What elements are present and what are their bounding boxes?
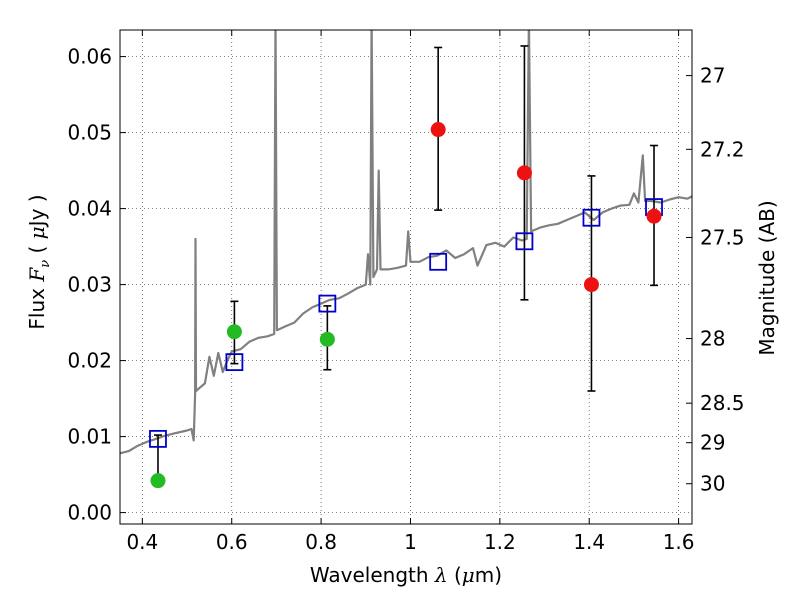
y2-tick-label: 29 [700,431,725,455]
y-tick-label: 0.02 [67,349,112,373]
plot-frame [119,29,693,525]
x-tick-label: 1 [404,530,417,554]
green-point-marker [319,331,335,347]
green-point-marker [150,473,166,489]
model-square-marker [515,232,534,251]
red-point-marker [430,122,446,138]
model-square-marker [582,208,601,227]
y-tick-label: 0.03 [67,273,112,297]
y-tick-label: 0.04 [67,197,112,221]
y2-tick-label: 27.5 [700,225,745,249]
x-tick-label: 0.8 [305,530,337,554]
x-tick-label: 1.2 [484,530,516,554]
axis-ticks: 0.4 0.6 0.8 1 1.2 1.4 1.6 0.00 0.01 0.02 0.03 0.04 0… [67,30,745,554]
y-axis-label: Flux Fν ( μJy ) [25,194,53,329]
y-tick-label: 0.01 [67,425,112,449]
y-tick-label: 0.06 [67,45,112,69]
y2-tick-label: 30 [700,472,725,496]
x-tick-label: 1.4 [573,530,605,554]
x-tick-label: 1.6 [663,530,695,554]
y2-tick-label: 27 [700,64,725,88]
model-square-marker [149,429,167,448]
y2-tick-label: 28.5 [700,391,745,415]
y2-axis-label: Magnitude (AB) [755,200,779,355]
x-axis-label: Wavelength λ (μm) [310,563,502,587]
model-square-marker [225,353,244,372]
red-point-marker [646,208,662,224]
x-tick-label: 0.4 [126,530,158,554]
red-point-marker [516,165,532,181]
y2-tick-label: 27.2 [700,137,745,161]
y2-tick-label: 28 [700,327,725,351]
y-tick-label: 0.05 [67,121,112,145]
x-tick-label: 0.6 [216,530,248,554]
y-tick-label: 0.00 [67,501,112,525]
green-point-marker [226,324,242,340]
model-square-marker [318,294,337,313]
model-square-marker [429,252,448,271]
red-point-marker [583,277,599,293]
markers [149,122,663,489]
